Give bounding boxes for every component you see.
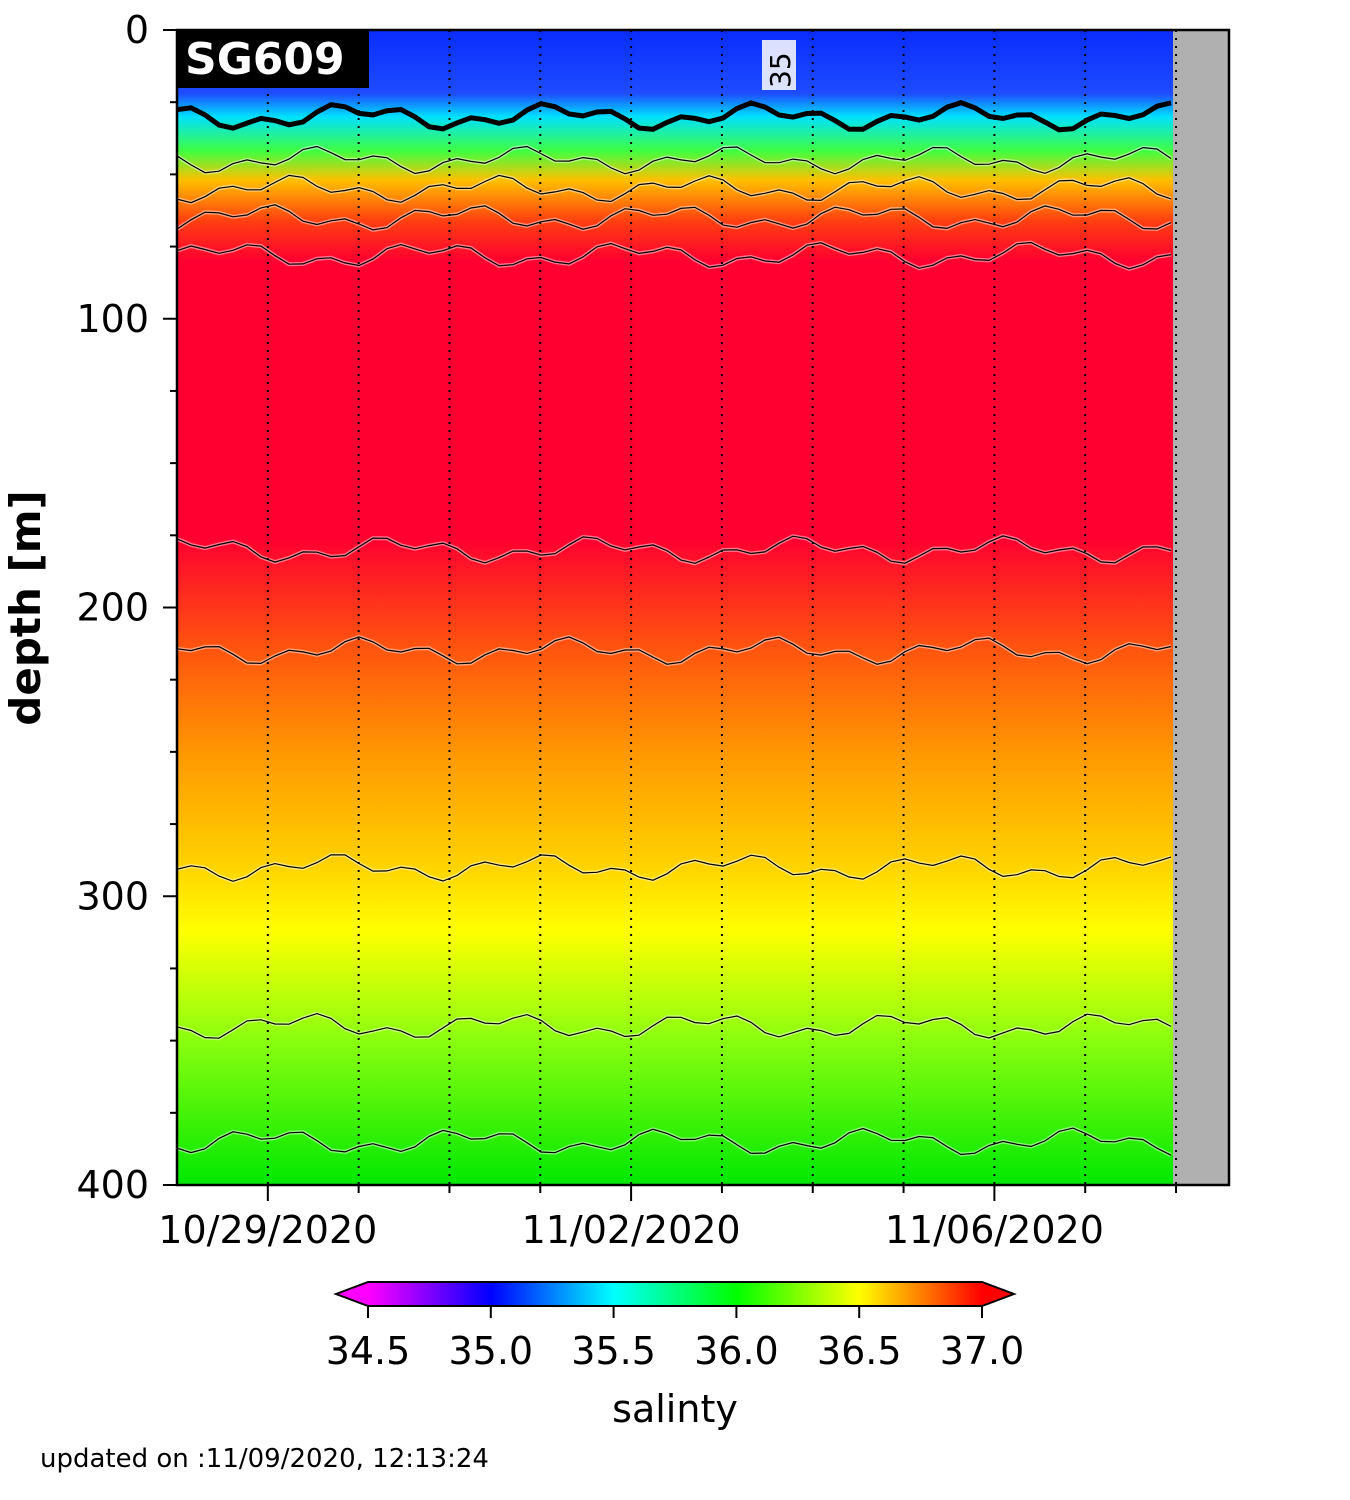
colorbar: 34.5 35.0 35.5 36.0 36.5 37.0 salinty [326,1281,1025,1431]
isoline [177,636,1172,665]
x-tick-label: 10/29/2020 [158,1208,377,1252]
isoline [177,174,1172,204]
update-timestamp: updated on :11/09/2020, 12:13:24 [40,1444,489,1474]
colorbar-tick-label: 34.5 [326,1329,411,1373]
isoline [177,1127,1172,1156]
isoline [177,535,1172,564]
colorbar-extend-high [982,1282,1014,1306]
isoline [177,241,1172,270]
salinity-field [177,30,1173,1185]
isoline [177,1012,1172,1039]
y-tick-label: 400 [76,1163,149,1207]
colorbar-tick-label: 36.0 [694,1329,779,1373]
colorbar-extend-low [336,1282,368,1306]
y-tick-label: 100 [76,297,149,341]
y-axis: 0 100 200 300 400 [76,8,177,1207]
title-badge [177,30,369,88]
isoline [177,854,1172,882]
y-tick-label: 300 [76,874,149,918]
contour-label-box [762,40,796,90]
date-gridlines [266,30,1178,1185]
colorbar-title: salinty [612,1387,738,1431]
no-data-region [1173,30,1229,1185]
isoline [177,145,1172,175]
colorbar-fill [368,1282,982,1306]
x-axis: 10/29/2020 11/02/2020 11/06/2020 [158,1185,1178,1252]
colorbar-tick-label: 37.0 [940,1329,1025,1373]
colorbar-tick-label: 35.0 [448,1329,533,1373]
y-tick-label: 0 [125,8,149,52]
isoline [177,100,1172,133]
x-tick-label: 11/02/2020 [522,1208,741,1252]
colorbar-ticks: 34.5 35.0 35.5 36.0 36.5 37.0 [326,1306,1025,1373]
y-axis-title: depth [m] [1,490,50,725]
chart-title: SG609 [185,34,345,85]
colorbar-tick-label: 36.5 [817,1329,902,1373]
contour-lines [177,100,1173,1157]
x-tick-label: 11/06/2020 [885,1208,1104,1252]
isoline [177,204,1172,231]
y-tick-label: 200 [76,586,149,630]
colorbar-tick-label: 35.5 [571,1329,656,1373]
contour-label: 35 [764,52,797,88]
